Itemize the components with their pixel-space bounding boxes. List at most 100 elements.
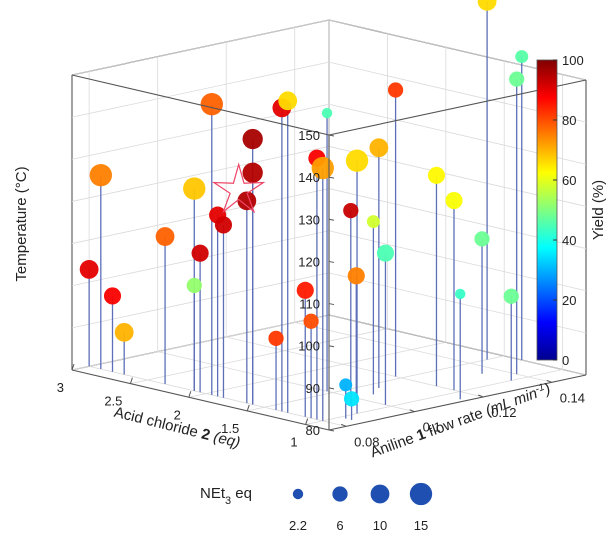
optimum-star-marker — [211, 162, 266, 214]
z-tick-mark — [328, 176, 335, 179]
x-tick-label: 0.14 — [560, 390, 585, 405]
z-tick-mark — [328, 429, 335, 432]
x-axis-label-sup: -1 — [534, 381, 546, 394]
size-legend-label: 6 — [336, 518, 343, 533]
data-point — [445, 191, 463, 210]
data-point — [343, 202, 359, 219]
y-axis-ticks: 3 2.5 2 1.5 1 — [57, 363, 309, 450]
z-tick-label: 110 — [299, 297, 320, 312]
size-legend-label: 2.2 — [289, 518, 307, 533]
data-point — [427, 166, 446, 184]
x-tick-label: 0.12 — [491, 405, 516, 420]
data-point — [200, 93, 223, 116]
z-tick-mark — [328, 218, 335, 221]
z-tick-label: 140 — [298, 170, 320, 185]
y-axis-label-pre: Acid chloride — [112, 404, 203, 442]
y-tick-mark — [188, 391, 192, 398]
y-tick-mark — [129, 377, 133, 384]
data-point — [366, 215, 380, 229]
size-legend: NEt3 eq 2.2 6 10 15 — [200, 482, 433, 533]
data-point — [339, 378, 353, 392]
data-point — [79, 259, 99, 279]
x-axis-ticks: 0.08 0.1 0.12 0.14 — [340, 379, 585, 449]
x-tick-mark — [340, 423, 347, 427]
grid-line-y — [130, 328, 388, 385]
colorbar-tick-label: 40 — [562, 233, 576, 248]
data-point — [474, 231, 490, 247]
x-axis-label-post: flow rate — [422, 403, 489, 441]
colorbar-gradient — [536, 59, 558, 361]
z-tick-label: 100 — [298, 339, 320, 354]
grid-line-y — [305, 369, 563, 425]
data-point — [376, 244, 395, 262]
size-legend-circle — [332, 486, 348, 502]
grid-line-x — [294, 321, 552, 383]
grid-line-z — [328, 314, 587, 376]
z-tick-label: 90 — [306, 381, 320, 396]
colorbar-tick-label: 0 — [562, 353, 569, 368]
data-point — [242, 128, 263, 150]
y-tick-label: 2 — [174, 407, 181, 422]
data-point — [183, 177, 206, 200]
size-legend-title-post: eq — [231, 485, 252, 502]
box-edge-front — [71, 369, 330, 431]
y-tick-mark — [246, 404, 250, 412]
y-axis-label-bold: 2 — [200, 426, 212, 445]
colorbar-tick-label: 80 — [562, 113, 576, 128]
size-legend-label: 10 — [373, 518, 387, 533]
x-tick-mark — [478, 394, 484, 398]
data-point — [311, 156, 334, 180]
data-point — [515, 50, 529, 64]
data-point — [268, 330, 284, 346]
size-legend-circle — [370, 484, 390, 504]
grid-line-y — [247, 355, 505, 412]
z-axis-ticks: 80 90 100 110 120 130 140 150 — [298, 128, 335, 438]
data-point — [345, 149, 369, 172]
box-edge-front — [328, 374, 587, 431]
size-legend-items: 2.2 6 10 15 — [289, 482, 433, 533]
point-stems — [88, 1, 523, 421]
y-tick-label: 1.5 — [221, 421, 239, 436]
y-tick-label: 3 — [57, 380, 64, 395]
data-point — [242, 162, 263, 183]
y-tick-mark — [305, 418, 309, 425]
z-tick-mark — [328, 260, 335, 263]
data-point — [114, 322, 134, 342]
z-tick-mark — [328, 134, 335, 137]
z-tick-label: 150 — [298, 128, 320, 143]
colorbar-tick-label: 20 — [562, 293, 576, 308]
z-tick-mark — [328, 387, 335, 390]
y-tick-label: 2.5 — [104, 394, 122, 409]
data-point — [186, 277, 202, 294]
grid-line-z — [71, 19, 330, 76]
data-point — [369, 138, 389, 158]
z-tick-label: 130 — [298, 212, 320, 227]
grid-line-z — [71, 103, 330, 160]
y-tick-label: 1 — [290, 435, 297, 450]
data-point — [477, 0, 497, 11]
data-point — [503, 288, 519, 304]
grid-line-x — [226, 336, 484, 398]
optimum-star — [211, 162, 266, 214]
size-legend-circle — [292, 488, 304, 500]
colorbar-label: Yield (%) — [590, 180, 607, 240]
colorbar: 0 20 40 60 80 100 Yield (%) — [536, 53, 607, 368]
x-tick-mark — [409, 409, 415, 413]
data-point — [191, 244, 209, 262]
data-point — [278, 91, 298, 111]
y-tick-mark — [71, 363, 75, 371]
z-tick-mark — [328, 345, 335, 348]
data-point — [321, 107, 333, 119]
data-point — [343, 391, 360, 407]
size-legend-title-pre: NEt — [200, 485, 226, 502]
data-point — [347, 267, 365, 285]
data-point — [387, 82, 404, 98]
grid-line-z — [71, 61, 330, 118]
data-points — [79, 0, 529, 407]
size-legend-label: 15 — [414, 518, 428, 533]
z-axis-label: Temperature (°C) — [13, 166, 30, 281]
x-tick-mark — [546, 379, 552, 383]
colorbar-ticks: 0 20 40 60 80 100 — [553, 53, 584, 368]
data-point — [155, 227, 175, 246]
